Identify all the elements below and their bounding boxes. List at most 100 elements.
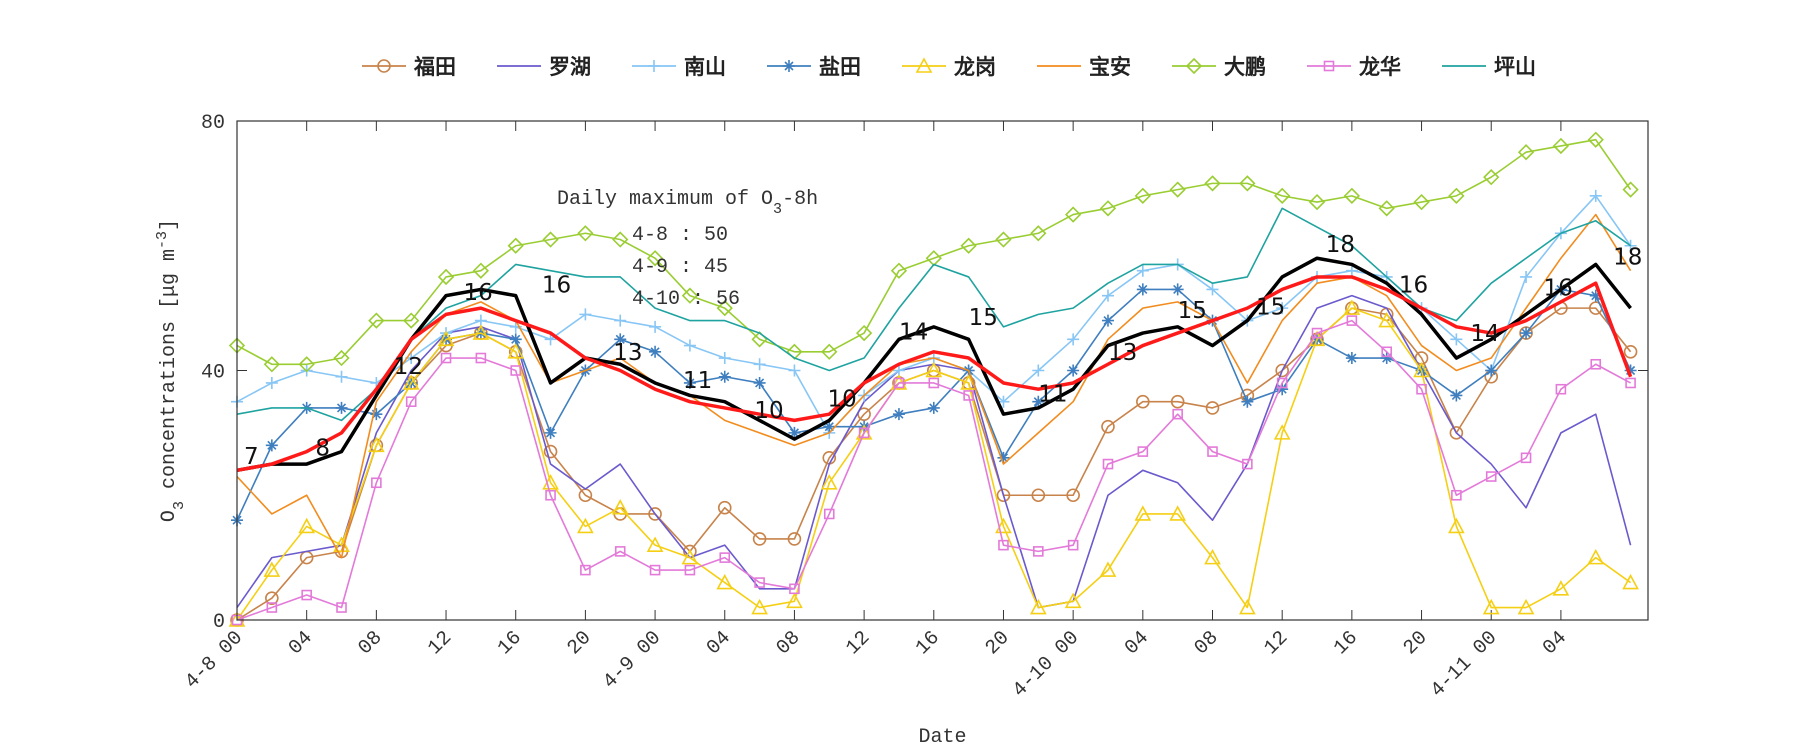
- marker: [648, 60, 660, 72]
- marker: [1276, 377, 1288, 389]
- marker: [1204, 175, 1221, 192]
- marker: [544, 426, 557, 439]
- legend-label: 龙岗: [954, 55, 996, 79]
- marker: [1033, 546, 1044, 557]
- marker: [893, 377, 905, 389]
- point-annotation: 15: [1256, 294, 1285, 320]
- marker: [1066, 488, 1080, 503]
- legend-item: 南山: [632, 55, 726, 79]
- series-line: [236, 213, 1632, 559]
- marker: [960, 237, 977, 254]
- marker: [1170, 394, 1185, 409]
- marker: [783, 60, 795, 72]
- marker: [1171, 283, 1184, 296]
- marker: [336, 602, 347, 613]
- series-line: [236, 138, 1632, 366]
- legend-item: 坪山: [1442, 55, 1536, 79]
- marker: [960, 374, 977, 390]
- marker: [1589, 189, 1602, 202]
- point-annotation: 15: [969, 305, 998, 331]
- marker: [1276, 383, 1289, 396]
- marker: [402, 374, 420, 390]
- legend-item: 宝安: [1037, 55, 1131, 79]
- marker: [1032, 364, 1045, 377]
- series-line: [236, 256, 1632, 473]
- marker: [1136, 264, 1149, 277]
- marker: [405, 396, 417, 407]
- marker: [335, 370, 348, 383]
- x-tick-label: 12: [842, 627, 875, 660]
- marker: [1134, 505, 1152, 521]
- plot-area: [237, 121, 1648, 620]
- text-part: 3: [171, 501, 188, 510]
- marker: [579, 308, 592, 321]
- marker: [1587, 548, 1605, 565]
- marker: [649, 345, 662, 358]
- series: [236, 275, 1633, 473]
- text-part: Daily maximum of O: [557, 188, 773, 211]
- marker: [752, 532, 767, 546]
- x-tick-label: 08: [354, 627, 387, 660]
- marker: [368, 436, 385, 453]
- marker: [265, 376, 278, 389]
- marker: [1517, 144, 1535, 161]
- marker: [995, 231, 1012, 248]
- point-annotation: 13: [613, 340, 642, 366]
- x-tick-label: 4-9 00: [599, 627, 666, 694]
- marker: [786, 592, 803, 609]
- textbox-title: Daily maximum of O3-8h: [557, 188, 818, 218]
- marker: [577, 517, 594, 534]
- marker: [997, 451, 1010, 464]
- x-tick-label: 20: [563, 627, 596, 660]
- marker: [335, 401, 348, 414]
- point-annotation: 16: [463, 280, 492, 306]
- point-annotation: 16: [542, 273, 571, 299]
- marker: [333, 349, 350, 367]
- y-tick-label: 40: [201, 362, 225, 385]
- marker: [1311, 327, 1323, 339]
- marker: [718, 370, 731, 383]
- marker: [612, 231, 629, 248]
- marker: [545, 489, 556, 501]
- x-tick-label: 4-11 00: [1427, 627, 1503, 703]
- marker: [1587, 131, 1604, 148]
- x-tick-label: 16: [911, 627, 944, 660]
- marker: [1448, 517, 1465, 534]
- y-axis-label: O3 concentrations [μg m-3]: [154, 219, 188, 522]
- marker: [1136, 394, 1150, 409]
- series: [231, 315, 1636, 626]
- x-tick-label: 16: [1330, 627, 1363, 660]
- series: [236, 207, 1632, 422]
- marker: [1101, 419, 1115, 434]
- x-tick-label: 04: [284, 627, 317, 660]
- legend-item: 福田: [362, 55, 456, 79]
- x-tick-label: 12: [1260, 627, 1293, 660]
- marker: [507, 343, 525, 359]
- x-tick-label: 16: [493, 627, 526, 660]
- legend-label: 龙华: [1359, 55, 1401, 79]
- marker: [1239, 598, 1256, 615]
- marker: [1172, 408, 1183, 420]
- series-line: [236, 275, 1633, 473]
- marker: [475, 352, 487, 364]
- textbox-row: 4-10 : 56: [632, 288, 740, 311]
- marker: [1450, 333, 1463, 346]
- marker: [1102, 458, 1114, 470]
- marker: [823, 508, 835, 520]
- marker: [753, 358, 766, 371]
- x-tick-label: 04: [1121, 627, 1154, 660]
- point-annotation: 12: [394, 354, 423, 380]
- text-part: O: [158, 510, 181, 522]
- marker: [1345, 352, 1358, 365]
- marker: [1067, 333, 1080, 346]
- marker: [925, 361, 943, 378]
- marker: [1206, 283, 1219, 296]
- marker: [370, 408, 383, 421]
- x-axis-label: Date: [918, 726, 966, 749]
- legend-item: 龙华: [1307, 55, 1401, 79]
- marker: [1345, 264, 1358, 277]
- marker: [263, 356, 280, 373]
- marker: [1451, 489, 1462, 501]
- marker: [1137, 446, 1149, 457]
- series-line: [236, 207, 1632, 422]
